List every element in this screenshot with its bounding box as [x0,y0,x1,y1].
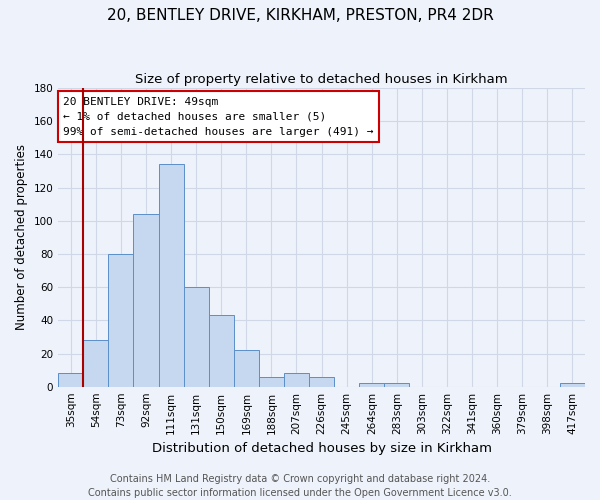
Bar [385,384,409,386]
Text: Contains HM Land Registry data © Crown copyright and database right 2024.
Contai: Contains HM Land Registry data © Crown c… [88,474,512,498]
Bar [234,350,259,387]
Bar [359,384,385,386]
Title: Size of property relative to detached houses in Kirkham: Size of property relative to detached ho… [135,72,508,86]
Bar [209,316,234,386]
Bar [83,340,109,386]
Bar [184,287,209,386]
Bar [284,374,309,386]
Bar [158,164,184,386]
Y-axis label: Number of detached properties: Number of detached properties [15,144,28,330]
X-axis label: Distribution of detached houses by size in Kirkham: Distribution of detached houses by size … [152,442,491,455]
Text: 20 BENTLEY DRIVE: 49sqm
← 1% of detached houses are smaller (5)
99% of semi-deta: 20 BENTLEY DRIVE: 49sqm ← 1% of detached… [64,97,374,136]
Bar [309,376,334,386]
Text: 20, BENTLEY DRIVE, KIRKHAM, PRESTON, PR4 2DR: 20, BENTLEY DRIVE, KIRKHAM, PRESTON, PR4… [107,8,493,22]
Bar [109,254,133,386]
Bar [133,214,158,386]
Bar [560,384,585,386]
Bar [58,374,83,386]
Bar [259,376,284,386]
